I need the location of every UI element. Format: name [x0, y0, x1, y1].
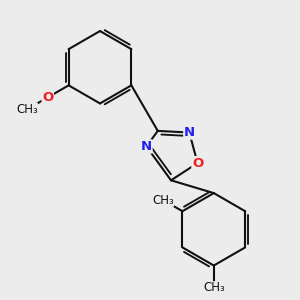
Text: CH₃: CH₃: [152, 194, 174, 206]
Text: CH₃: CH₃: [203, 281, 225, 294]
Text: CH₃: CH₃: [16, 103, 38, 116]
Text: O: O: [42, 91, 53, 104]
Text: O: O: [192, 157, 203, 169]
Text: N: N: [141, 140, 152, 153]
Text: N: N: [184, 126, 195, 139]
